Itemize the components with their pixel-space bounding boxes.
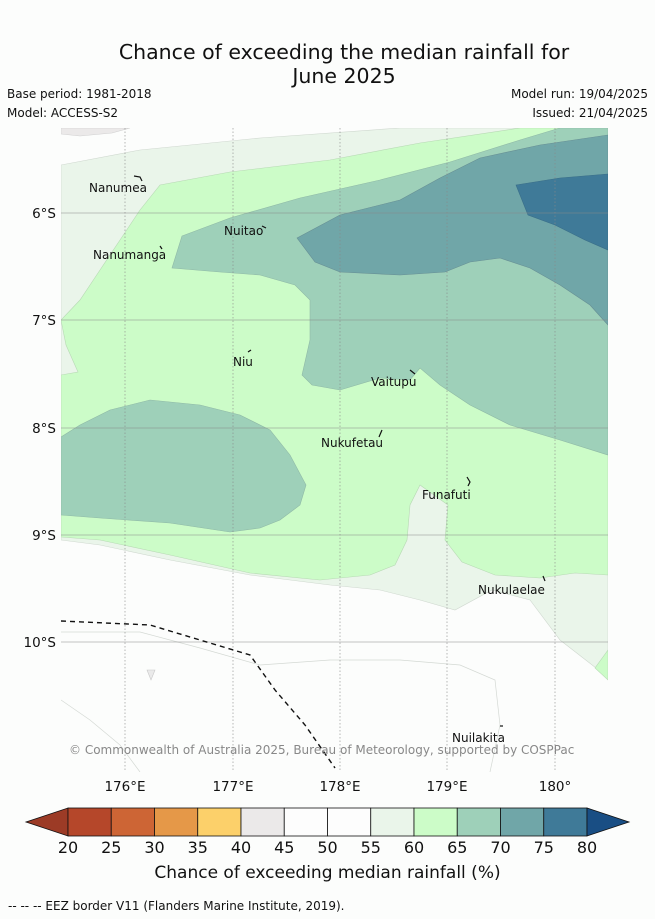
colorbar-tick-label: 75: [534, 838, 554, 857]
colorbar-over-arrow: [586, 807, 631, 837]
place-nanumanga: Nanumanga: [93, 248, 166, 262]
lon-tick-label: 177°E: [212, 779, 253, 795]
lon-tick-label: 176°E: [104, 779, 145, 795]
place-nuilakita: Nuilakita: [452, 731, 505, 745]
contour-line: [61, 631, 501, 772]
island-markers: [133, 175, 546, 727]
colorbar-cell: [327, 807, 372, 837]
place-nukulaelae: Nukulaelae: [478, 583, 545, 597]
contour-line: [61, 699, 141, 772]
rainfall-map: Nanumea Nuitao Nanumanga Niu Vaitupu Nuk…: [24, 128, 608, 795]
colorbar-tick-label: 25: [101, 838, 121, 857]
place-nukufetau: Nukufetau: [321, 436, 383, 450]
colorbar-tick-label: 70: [490, 838, 510, 857]
colorbar-cell: [283, 807, 328, 837]
colorbar-cell: [370, 807, 415, 837]
colorbar-cell: [67, 807, 112, 837]
colorbar-cell: [110, 807, 155, 837]
colorbar-tick-label: 30: [144, 838, 164, 857]
place-funafuti: Funafuti: [422, 488, 471, 502]
eez-border: [60, 620, 336, 769]
colorbar-tick-label: 80: [577, 838, 597, 857]
colorbar-tick-label: 65: [447, 838, 467, 857]
colorbar-tick-label: 20: [58, 838, 78, 857]
lon-tick-label: 180°: [539, 779, 572, 795]
zone-60-65-patch: [594, 649, 608, 681]
zone-75-80: [515, 173, 608, 251]
colorbar-tick-label: 40: [231, 838, 251, 857]
base-period: Base period: 1981-2018: [7, 87, 152, 101]
colorbar-tick-label: 35: [188, 838, 208, 857]
colorbar-cell: [500, 807, 545, 837]
colorbar-label: Chance of exceeding median rainfall (%): [154, 863, 501, 883]
copyright-credit: © Commonwealth of Australia 2025, Bureau…: [69, 743, 574, 757]
zone-40-45-patch: [61, 128, 131, 137]
place-nuitao: Nuitao: [224, 224, 263, 238]
colorbar-cell: [240, 807, 285, 837]
issued-date: Issued: 21/04/2025: [532, 106, 648, 120]
graticule: [124, 128, 556, 772]
title-line-2: June 2025: [292, 64, 396, 88]
lat-tick-label: 10°S: [24, 635, 57, 651]
colorbar-ticks: 20 25 30 35 40 45 50 55 60 65 70 75 80: [58, 838, 597, 857]
latitude-lines: [61, 212, 608, 643]
place-vaitupu: Vaitupu: [371, 375, 417, 389]
colorbar-tick-label: 60: [404, 838, 424, 857]
colorbar-cell: [456, 807, 501, 837]
colorbar-cell: [413, 807, 458, 837]
lat-tick-label: 8°S: [32, 421, 56, 437]
lat-tick-label: 7°S: [32, 313, 56, 329]
colorbar-cells: [67, 807, 588, 837]
map-title: Chance of exceeding the median rainfall …: [0, 40, 655, 88]
eez-footnote: -- -- -- EEZ border V11 (Flanders Marine…: [8, 899, 345, 913]
small-contour: [146, 669, 156, 681]
place-nanumea: Nanumea: [89, 181, 147, 195]
lat-tick-label: 6°S: [32, 206, 56, 222]
lon-tick-label: 179°E: [426, 779, 467, 795]
zone-65-70-west: [61, 399, 307, 533]
model-name: Model: ACCESS-S2: [7, 106, 119, 120]
colorbar-cell: [543, 807, 588, 837]
colorbar-tick-label: 55: [361, 838, 381, 857]
model-run: Model run: 19/04/2025: [510, 87, 648, 101]
title-line-1: Chance of exceeding the median rainfall …: [118, 40, 570, 64]
map-fill-zones: [61, 128, 608, 772]
lat-tick-label: 9°S: [32, 528, 56, 544]
colorbar-tick-label: 45: [274, 838, 294, 857]
lon-tick-label: 178°E: [319, 779, 360, 795]
colorbar-cell: [154, 807, 199, 837]
colorbar-cell: [197, 807, 242, 837]
place-niu: Niu: [233, 355, 253, 369]
colorbar-tick-label: 50: [317, 838, 337, 857]
colorbar-under-arrow: [24, 807, 69, 837]
